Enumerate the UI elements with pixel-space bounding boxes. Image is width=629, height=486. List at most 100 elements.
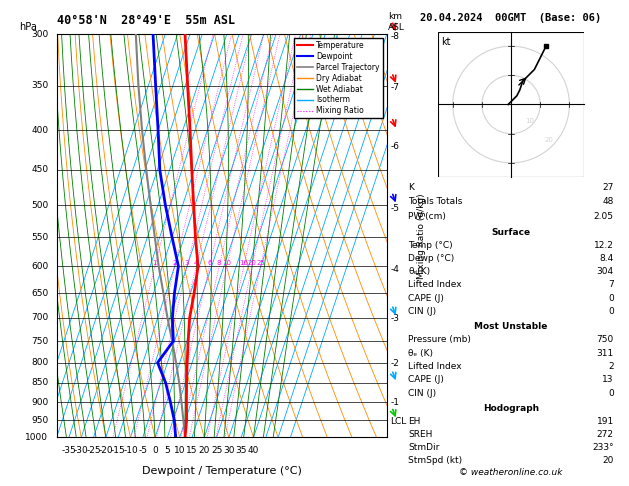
Text: 25: 25	[256, 260, 265, 266]
Text: θₑ (K): θₑ (K)	[408, 348, 433, 358]
Text: 6: 6	[207, 260, 212, 266]
Text: 7: 7	[608, 280, 614, 289]
Text: 500: 500	[31, 201, 48, 209]
Text: 400: 400	[31, 126, 48, 135]
Text: Most Unstable: Most Unstable	[474, 322, 548, 331]
Text: -3: -3	[390, 314, 399, 323]
Text: -25: -25	[86, 446, 101, 455]
Text: 0: 0	[608, 307, 614, 316]
Text: -35: -35	[62, 446, 76, 455]
Text: SREH: SREH	[408, 430, 433, 439]
Text: 2: 2	[172, 260, 177, 266]
Text: -5: -5	[390, 204, 399, 213]
Text: -1: -1	[390, 399, 399, 407]
Text: 550: 550	[31, 233, 48, 242]
Text: 304: 304	[597, 267, 614, 276]
Text: 15: 15	[186, 446, 198, 455]
Text: Hodograph: Hodograph	[483, 404, 539, 413]
Text: 35: 35	[235, 446, 247, 455]
Text: StmDir: StmDir	[408, 443, 440, 452]
Text: 20: 20	[199, 446, 210, 455]
Text: Dewp (°C): Dewp (°C)	[408, 254, 455, 263]
Text: Surface: Surface	[491, 227, 531, 237]
Text: 0: 0	[608, 294, 614, 303]
Text: -8: -8	[390, 32, 399, 41]
Text: 2.05: 2.05	[594, 212, 614, 221]
Text: 272: 272	[597, 430, 614, 439]
Text: 12.2: 12.2	[594, 241, 614, 250]
Text: 5: 5	[165, 446, 170, 455]
Legend: Temperature, Dewpoint, Parcel Trajectory, Dry Adiabat, Wet Adiabat, Isotherm, Mi: Temperature, Dewpoint, Parcel Trajectory…	[294, 38, 383, 119]
Text: 1: 1	[153, 260, 157, 266]
Text: 40: 40	[248, 446, 259, 455]
Text: Lifted Index: Lifted Index	[408, 280, 462, 289]
Text: hPa: hPa	[19, 21, 36, 32]
Text: θₑ(K): θₑ(K)	[408, 267, 430, 276]
Text: 3: 3	[185, 260, 189, 266]
Text: 40°58'N  28°49'E  55m ASL: 40°58'N 28°49'E 55m ASL	[57, 14, 235, 27]
Text: StmSpd (kt): StmSpd (kt)	[408, 456, 462, 466]
Text: 10: 10	[174, 446, 186, 455]
Text: -5: -5	[138, 446, 147, 455]
Text: 13: 13	[603, 375, 614, 384]
Text: 800: 800	[31, 358, 48, 367]
Text: -15: -15	[111, 446, 126, 455]
Text: 10: 10	[525, 119, 535, 124]
Text: Temp (°C): Temp (°C)	[408, 241, 453, 250]
Text: 300: 300	[31, 30, 48, 38]
Text: 10: 10	[223, 260, 231, 266]
Text: CAPE (J): CAPE (J)	[408, 375, 444, 384]
Text: © weatheronline.co.uk: © weatheronline.co.uk	[459, 468, 563, 477]
Text: -30: -30	[74, 446, 89, 455]
Text: 8: 8	[217, 260, 221, 266]
Text: Totals Totals: Totals Totals	[408, 197, 463, 206]
Text: 2: 2	[608, 362, 614, 371]
Text: -10: -10	[123, 446, 138, 455]
Text: 4: 4	[194, 260, 198, 266]
Text: 191: 191	[596, 417, 614, 426]
Text: 900: 900	[31, 398, 48, 407]
Text: 600: 600	[31, 262, 48, 271]
Text: 16: 16	[239, 260, 248, 266]
Text: 750: 750	[31, 336, 48, 346]
Text: -6: -6	[390, 142, 399, 151]
Text: -7: -7	[390, 83, 399, 92]
Text: 0: 0	[608, 389, 614, 398]
Text: CIN (J): CIN (J)	[408, 389, 437, 398]
Text: 350: 350	[31, 81, 48, 90]
Text: -20: -20	[99, 446, 113, 455]
Text: -4: -4	[390, 264, 399, 274]
Text: 311: 311	[596, 348, 614, 358]
Text: 750: 750	[596, 335, 614, 345]
Text: 25: 25	[211, 446, 222, 455]
Text: 1000: 1000	[25, 433, 48, 442]
Text: CAPE (J): CAPE (J)	[408, 294, 444, 303]
Text: 850: 850	[31, 379, 48, 387]
Text: CIN (J): CIN (J)	[408, 307, 437, 316]
Text: -2: -2	[390, 359, 399, 368]
Text: 950: 950	[31, 416, 48, 425]
Text: 233°: 233°	[592, 443, 614, 452]
Text: 700: 700	[31, 313, 48, 322]
Text: 20: 20	[603, 456, 614, 466]
Text: LCL: LCL	[390, 417, 406, 427]
Text: 27: 27	[603, 183, 614, 191]
Text: 8.4: 8.4	[599, 254, 614, 263]
Text: K: K	[408, 183, 415, 191]
Text: kt: kt	[441, 37, 450, 48]
Text: 30: 30	[223, 446, 235, 455]
Text: Pressure (mb): Pressure (mb)	[408, 335, 471, 345]
Text: 48: 48	[603, 197, 614, 206]
Text: 20: 20	[545, 138, 554, 143]
Text: km
ASL: km ASL	[388, 12, 405, 32]
Text: Dewpoint / Temperature (°C): Dewpoint / Temperature (°C)	[142, 467, 302, 476]
Text: Lifted Index: Lifted Index	[408, 362, 462, 371]
Text: PW (cm): PW (cm)	[408, 212, 446, 221]
Text: 0: 0	[152, 446, 158, 455]
Text: EH: EH	[408, 417, 421, 426]
Text: 650: 650	[31, 289, 48, 297]
Text: 20.04.2024  00GMT  (Base: 06): 20.04.2024 00GMT (Base: 06)	[420, 13, 602, 23]
Text: 450: 450	[31, 165, 48, 174]
Text: Mixing Ratio (g/kg): Mixing Ratio (g/kg)	[417, 193, 426, 278]
Text: 20: 20	[248, 260, 257, 266]
